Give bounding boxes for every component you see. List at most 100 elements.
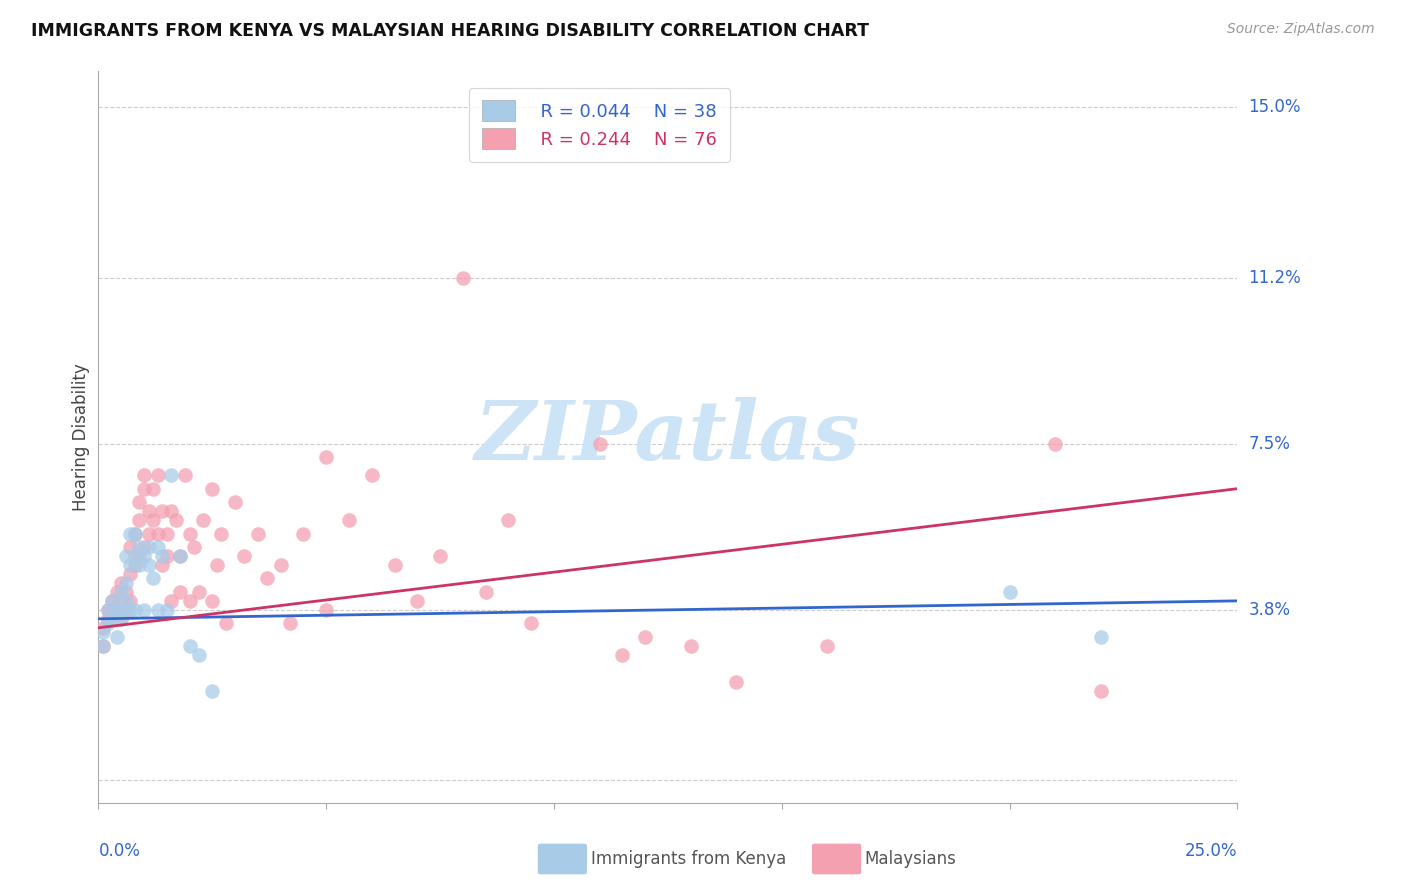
Point bbox=[998, 585, 1021, 599]
Point bbox=[1043, 437, 1066, 451]
Point bbox=[337, 513, 360, 527]
Point bbox=[132, 549, 155, 563]
Point bbox=[150, 558, 173, 572]
Point bbox=[169, 585, 191, 599]
Text: IMMIGRANTS FROM KENYA VS MALAYSIAN HEARING DISABILITY CORRELATION CHART: IMMIGRANTS FROM KENYA VS MALAYSIAN HEARI… bbox=[31, 22, 869, 40]
Point bbox=[110, 594, 132, 608]
Point bbox=[91, 625, 114, 640]
Point bbox=[128, 540, 150, 554]
Point bbox=[120, 566, 142, 581]
Point bbox=[1090, 630, 1112, 644]
Point bbox=[278, 616, 301, 631]
Point bbox=[132, 482, 155, 496]
Point bbox=[679, 639, 702, 653]
Point bbox=[169, 549, 191, 563]
Text: 0.0%: 0.0% bbox=[98, 842, 141, 860]
Point bbox=[101, 594, 124, 608]
Point bbox=[138, 540, 160, 554]
Point bbox=[114, 594, 136, 608]
Point bbox=[233, 549, 256, 563]
Point bbox=[205, 558, 228, 572]
Point bbox=[315, 450, 337, 465]
Point bbox=[429, 549, 451, 563]
Point bbox=[187, 648, 209, 662]
Point bbox=[142, 513, 165, 527]
Point bbox=[160, 594, 183, 608]
Legend:   R = 0.044    N = 38,   R = 0.244    N = 76: R = 0.044 N = 38, R = 0.244 N = 76 bbox=[470, 87, 730, 162]
Point bbox=[474, 585, 496, 599]
Point bbox=[96, 612, 118, 626]
Point bbox=[110, 603, 132, 617]
Text: Malaysians: Malaysians bbox=[865, 850, 956, 868]
Point bbox=[179, 639, 201, 653]
Point bbox=[292, 526, 315, 541]
Point bbox=[209, 526, 232, 541]
Point bbox=[612, 648, 634, 662]
Text: 3.8%: 3.8% bbox=[1249, 601, 1291, 619]
Point bbox=[124, 526, 146, 541]
Point bbox=[183, 540, 205, 554]
Point bbox=[815, 639, 838, 653]
Point bbox=[270, 558, 292, 572]
Point bbox=[315, 603, 337, 617]
Point bbox=[132, 540, 155, 554]
Point bbox=[138, 504, 160, 518]
Point bbox=[187, 585, 209, 599]
Point bbox=[120, 594, 142, 608]
Point bbox=[179, 526, 201, 541]
Point bbox=[406, 594, 429, 608]
Point bbox=[120, 558, 142, 572]
Point bbox=[451, 270, 474, 285]
FancyBboxPatch shape bbox=[537, 843, 588, 875]
Point bbox=[150, 504, 173, 518]
Point bbox=[105, 585, 128, 599]
Point bbox=[156, 549, 179, 563]
Point bbox=[246, 526, 269, 541]
Point bbox=[132, 468, 155, 483]
Point bbox=[520, 616, 543, 631]
Point bbox=[96, 603, 118, 617]
Point bbox=[146, 540, 169, 554]
Text: Source: ZipAtlas.com: Source: ZipAtlas.com bbox=[1227, 22, 1375, 37]
Point bbox=[1090, 683, 1112, 698]
Point bbox=[193, 513, 215, 527]
Point bbox=[179, 594, 201, 608]
Text: 7.5%: 7.5% bbox=[1249, 434, 1291, 453]
Point bbox=[105, 603, 128, 617]
Point bbox=[114, 575, 136, 590]
Point bbox=[114, 603, 136, 617]
Text: 11.2%: 11.2% bbox=[1249, 268, 1301, 287]
Point bbox=[256, 571, 278, 585]
Point bbox=[96, 603, 118, 617]
Point bbox=[110, 585, 132, 599]
Point bbox=[169, 549, 191, 563]
Y-axis label: Hearing Disability: Hearing Disability bbox=[72, 363, 90, 511]
Point bbox=[101, 594, 124, 608]
Point bbox=[725, 674, 748, 689]
Point bbox=[128, 513, 150, 527]
Point bbox=[165, 513, 187, 527]
Point bbox=[138, 558, 160, 572]
Point bbox=[201, 482, 224, 496]
Point bbox=[146, 468, 169, 483]
Point bbox=[384, 558, 406, 572]
Point bbox=[124, 526, 146, 541]
Point bbox=[114, 549, 136, 563]
Point bbox=[105, 630, 128, 644]
Point bbox=[156, 603, 179, 617]
Point bbox=[201, 683, 224, 698]
Point bbox=[150, 549, 173, 563]
FancyBboxPatch shape bbox=[811, 843, 862, 875]
Point bbox=[160, 468, 183, 483]
Point bbox=[156, 526, 179, 541]
Point bbox=[124, 603, 146, 617]
Point bbox=[132, 603, 155, 617]
Point bbox=[146, 603, 169, 617]
Point bbox=[120, 526, 142, 541]
Point bbox=[634, 630, 657, 644]
Point bbox=[142, 482, 165, 496]
Point bbox=[128, 495, 150, 509]
Point bbox=[120, 603, 142, 617]
Point bbox=[110, 575, 132, 590]
Point bbox=[110, 612, 132, 626]
